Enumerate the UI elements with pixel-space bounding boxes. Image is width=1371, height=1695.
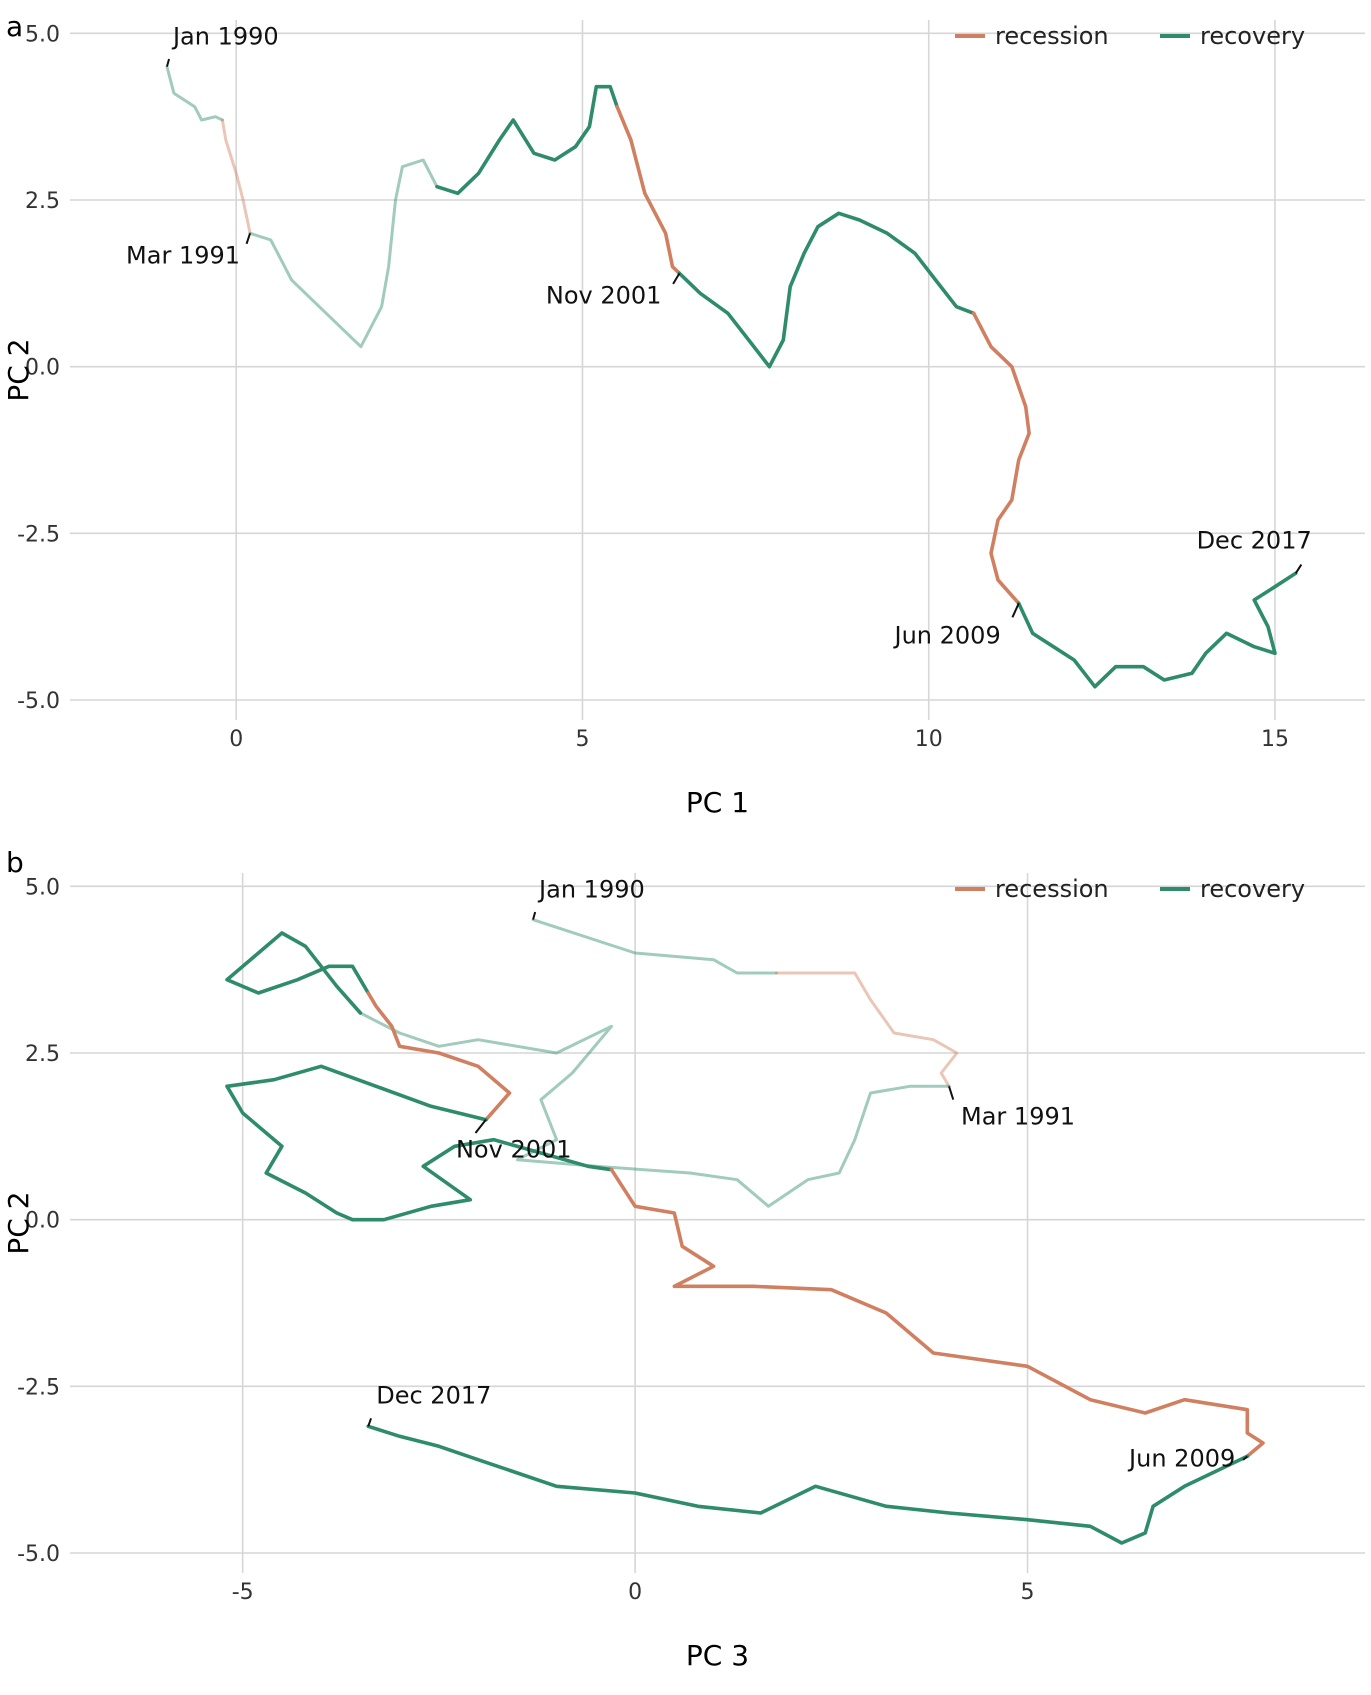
x-tick-label: 10	[915, 727, 943, 752]
series-line-recession	[609, 1167, 1265, 1459]
x-tick-label: -5	[232, 1580, 254, 1605]
series-line-recovery	[435, 84, 619, 196]
annotation-label: Jun 2009	[893, 621, 1001, 649]
annotation-label: Nov 2001	[546, 281, 662, 309]
x-tick-label: 0	[229, 727, 243, 752]
chart-panel-b: -5 0 5 -5.0 -2.5 0.0 2.5 5.0 PC 3 PC 2 b Jan 1990 Ma…	[2, 846, 1365, 1672]
y-tick-label: -2.5	[17, 522, 60, 547]
annotation-label: Mar 1991	[126, 241, 240, 269]
x-tick-label: 5	[575, 727, 589, 752]
x-tick-label: 0	[628, 1580, 642, 1605]
annotation-leader	[1011, 602, 1020, 618]
y-tick-label: -5.0	[17, 1542, 60, 1567]
y-axis-title: PC 2	[2, 1191, 35, 1254]
annotation-leader	[367, 1417, 372, 1427]
panel-label: a	[6, 10, 23, 43]
annotation-label: Dec 2017	[1197, 526, 1312, 554]
annotation-leader	[165, 58, 171, 67]
annotation-label: Jan 1990	[171, 23, 279, 51]
series-line-recovery	[358, 1011, 951, 1208]
legend-label-recovery: recovery	[1200, 875, 1305, 903]
x-tick-label: 15	[1261, 727, 1289, 752]
series-line-recovery	[225, 931, 370, 1015]
y-tick-label: 0.0	[25, 1209, 60, 1234]
annotation-label: Jun 2009	[1127, 1444, 1235, 1472]
legend-label-recession: recession	[995, 875, 1109, 903]
annotation-leader	[948, 1086, 955, 1100]
annotation-label: Dec 2017	[376, 1381, 491, 1409]
series-line-recession	[774, 971, 959, 1088]
series-line-recovery	[225, 1064, 614, 1222]
annotation-leader	[474, 1119, 487, 1134]
x-axis-title: PC 1	[686, 786, 749, 819]
series-line-recovery	[531, 918, 778, 975]
series-line-recovery	[248, 158, 439, 349]
chart-panel-a: 0 5 10 15 -5.0 -2.5 0.0 2.5 5.0 PC 1 PC 2 a Jan 1990…	[2, 10, 1365, 819]
annotation-leader	[1294, 564, 1303, 574]
annotation-leader	[245, 233, 252, 245]
series-line-recovery	[677, 211, 976, 369]
series-line-recession	[366, 991, 512, 1122]
annotation-leader	[532, 911, 537, 920]
legend-label-recession: recession	[995, 22, 1109, 50]
y-tick-label: 2.5	[25, 189, 60, 214]
y-tick-label: 5.0	[25, 875, 60, 900]
y-tick-label: -2.5	[17, 1375, 60, 1400]
series-line-recovery	[1016, 571, 1298, 689]
annotation-leader	[1242, 1455, 1248, 1461]
x-axis-title: PC 3	[686, 1639, 749, 1672]
legend-label-recovery: recovery	[1200, 22, 1305, 50]
annotation-leader	[672, 272, 681, 285]
y-axis-title: PC 2	[2, 338, 35, 401]
annotation-label: Jan 1990	[537, 876, 645, 904]
panel-label: b	[6, 846, 24, 879]
series-line-recovery	[366, 1424, 1250, 1545]
y-tick-label: -5.0	[17, 689, 60, 714]
series-line-recession	[220, 118, 252, 235]
y-tick-label: 5.0	[25, 22, 60, 47]
annotation-label: Mar 1991	[961, 1102, 1075, 1130]
series-line-recession	[615, 104, 682, 276]
annotation-label: Nov 2001	[456, 1136, 572, 1164]
y-tick-label: 2.5	[25, 1042, 60, 1067]
x-tick-label: 5	[1021, 1580, 1035, 1605]
y-tick-label: 0.0	[25, 356, 60, 381]
series-line-recession	[971, 311, 1031, 606]
series-line-recovery	[165, 65, 224, 122]
